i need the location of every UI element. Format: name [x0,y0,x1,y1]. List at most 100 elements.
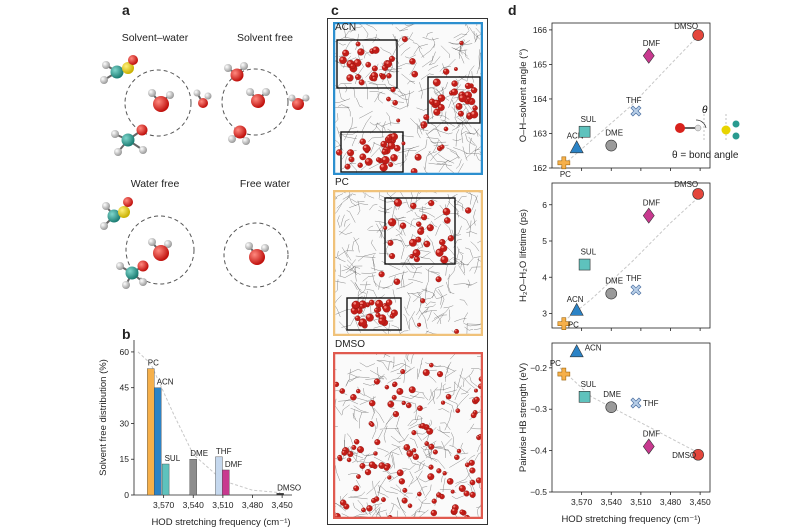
water-sphere [389,253,396,260]
water-sphere-highlight [414,257,417,260]
water-sphere [390,154,398,162]
water-sphere-highlight [455,455,457,458]
molecule-title-free-water: Free water [239,178,291,190]
water-sphere-highlight [410,59,413,62]
water-sphere [470,110,479,119]
water-sphere-highlight [374,452,376,454]
water-sphere-highlight [351,395,354,398]
water-sphere [361,507,366,513]
molecule-title-solvent-free: Solvent free [236,32,294,44]
water-sphere [451,80,458,87]
water-sphere [443,126,449,132]
water-sphere [349,63,356,70]
water-sphere [417,227,425,235]
water-sphere [439,144,445,150]
water-sphere [368,299,375,306]
y-tick-label: 30 [120,418,130,428]
water-sphere-highlight [417,323,420,325]
water-sphere [420,422,426,429]
water-sphere-highlight [376,313,378,316]
water-sphere-highlight [370,401,373,404]
water-sphere-highlight [355,316,358,319]
y-tick-label: 0 [124,490,129,500]
water-sphere [470,412,477,419]
water-sphere-highlight [393,382,395,385]
water-sphere [357,48,365,56]
bar-dmso [276,493,284,496]
water-sphere [456,448,462,454]
water-sphere [442,471,447,476]
cluster-box [427,76,481,124]
trend-line [559,193,703,325]
bar-label-dmso: DMSO [277,483,301,492]
point-label-thf: THF [626,274,642,283]
water-sphere-highlight [402,142,404,144]
water-sphere [409,254,415,259]
water-sphere [442,207,451,216]
water-sphere [437,371,444,378]
water-sphere-highlight [389,219,393,223]
water-sphere [409,58,416,65]
water-sphere [373,451,378,456]
water-sphere-highlight [353,301,357,305]
water-sphere-highlight [374,379,377,382]
water-sphere [385,299,393,306]
point-label-dme: DME [605,129,623,138]
water-sphere [352,300,360,309]
water-sphere [469,479,476,486]
water-sphere-highlight [356,75,359,78]
water-sphere [374,307,380,313]
water-sphere-highlight [379,272,382,275]
point-label-sul: SUL [581,248,597,257]
water-sphere-highlight [388,240,391,243]
x-tick-label: 3,540 [183,500,205,510]
water-sphere [435,276,442,283]
water-sphere-highlight [393,100,396,103]
water-sphere-highlight [460,510,463,513]
water-sphere-highlight [412,71,415,75]
cluster-box [336,39,398,89]
water-sphere-highlight [394,279,397,282]
water-sphere-highlight [388,143,392,146]
water-sphere [410,202,417,210]
water-sphere [442,68,450,75]
point-label-dmf: DMF [643,429,660,438]
water-sphere-highlight [434,109,437,113]
water-sphere-highlight [376,301,380,304]
water-sphere-highlight [366,159,369,162]
water-sphere-highlight [356,475,359,477]
sim-border [333,352,483,519]
sim-box-acn [333,22,483,175]
water-sphere-highlight [459,95,463,99]
water-sphere [353,485,360,492]
water-sphere [341,449,348,456]
water-sphere [358,318,368,327]
water-sphere [390,309,398,317]
water-sphere [417,322,422,327]
water-sphere-highlight [354,486,357,489]
water-sphere-highlight [352,445,354,448]
water-sphere [368,461,376,468]
bar-label-dmf: DMF [225,460,242,469]
point-dmso [692,29,704,41]
water-sphere-highlight [369,462,373,465]
sim-canvas [333,190,483,336]
water-sphere-highlight [370,49,373,52]
water-sphere [447,235,455,242]
water-sphere [440,400,446,405]
water-sphere-highlight [380,164,384,168]
water-sphere [368,399,376,407]
water-sphere [413,256,420,263]
panel-label-c: c [331,2,339,18]
water-sphere [417,405,423,412]
water-sphere-highlight [390,254,393,257]
water-sphere [469,491,476,498]
water-sphere [451,507,458,515]
water-sphere-highlight [384,466,387,468]
water-sphere-highlight [437,469,439,471]
bar-sul [161,463,170,496]
panel-c-frame [327,18,488,525]
water-sphere-highlight [452,89,455,93]
x-tick-label: 3,510 [630,497,652,507]
water-sphere-highlight [436,277,439,280]
